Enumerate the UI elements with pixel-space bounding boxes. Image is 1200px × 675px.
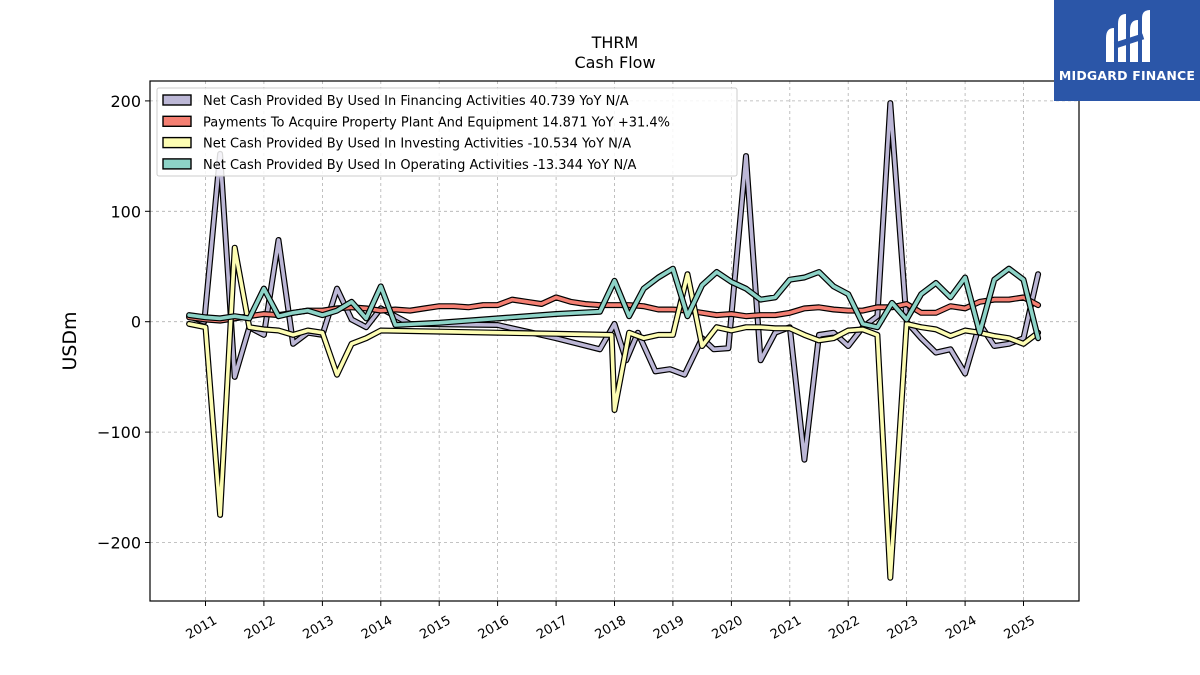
- legend-swatch: [162, 94, 192, 106]
- y-tick-label: −100: [97, 423, 141, 442]
- x-tick-label: 2022: [826, 613, 862, 643]
- logo-text: MIDGARD FINANCE: [1058, 68, 1196, 83]
- y-tick-label: 200: [110, 92, 141, 111]
- x-tick-label: 2018: [593, 613, 629, 643]
- legend-box: [156, 87, 738, 177]
- legend-item: Payments To Acquire Property Plant And E…: [162, 115, 670, 130]
- x-tick-label: 2011: [184, 613, 220, 643]
- x-tick-label: 2012: [242, 613, 278, 643]
- x-tick-label: 2013: [301, 613, 337, 643]
- x-axis: 2011 2012 2013 2014 2015 2016 2017 2018 2019 2020…: [184, 601, 1038, 643]
- y-tick-label: −200: [97, 533, 141, 552]
- legend-label: Net Cash Provided By Used In Operating A…: [203, 158, 637, 173]
- legend-item: Net Cash Provided By Used In Financing A…: [162, 94, 629, 109]
- x-tick-label: 2017: [534, 613, 570, 643]
- x-tick-label: 2014: [359, 613, 395, 643]
- y-axis-label: USDm: [59, 311, 81, 370]
- chart-subtitle: Cash Flow: [574, 53, 656, 72]
- series-line-outline: [186, 244, 1042, 581]
- x-tick-label: 2020: [710, 613, 746, 643]
- series-layer: [186, 100, 1042, 581]
- legend-swatch: [162, 136, 192, 149]
- midgard-logo: MIDGARD FINANCE: [1054, 0, 1200, 101]
- x-tick-label: 2015: [417, 613, 453, 643]
- series-line-stroke: [187, 101, 1040, 462]
- legend-swatch: [162, 158, 192, 170]
- chart-title: THRM: [591, 33, 639, 52]
- x-tick-label: 2016: [476, 613, 512, 643]
- x-tick-label: 2025: [1002, 613, 1038, 643]
- x-tick-label: 2019: [651, 613, 687, 643]
- series-line: [186, 265, 1042, 342]
- y-tick-label: 100: [110, 202, 141, 221]
- x-tick-label: 2021: [768, 613, 804, 643]
- x-tick-label: 2023: [885, 613, 921, 643]
- legend-label: Net Cash Provided By Used In Financing A…: [203, 94, 629, 109]
- legend-item: Net Cash Provided By Used In Operating A…: [162, 158, 637, 173]
- y-tick-label: 0: [131, 313, 141, 332]
- legend-swatch: [162, 115, 192, 128]
- midgard-logo-icon: [1106, 10, 1150, 62]
- legend-item: Net Cash Provided By Used In Investing A…: [162, 136, 631, 152]
- legend-label: Net Cash Provided By Used In Investing A…: [203, 137, 631, 152]
- series-line-stroke: [187, 266, 1040, 340]
- x-tick-label: 2024: [943, 613, 979, 643]
- series-line: [186, 244, 1042, 581]
- legend-label: Payments To Acquire Property Plant And E…: [203, 115, 670, 130]
- series-line: [186, 100, 1042, 463]
- y-axis: −200 −100 0 100 200: [97, 92, 150, 552]
- series-line-stroke: [187, 245, 1040, 580]
- legend: Net Cash Provided By Used In Financing A…: [156, 87, 738, 177]
